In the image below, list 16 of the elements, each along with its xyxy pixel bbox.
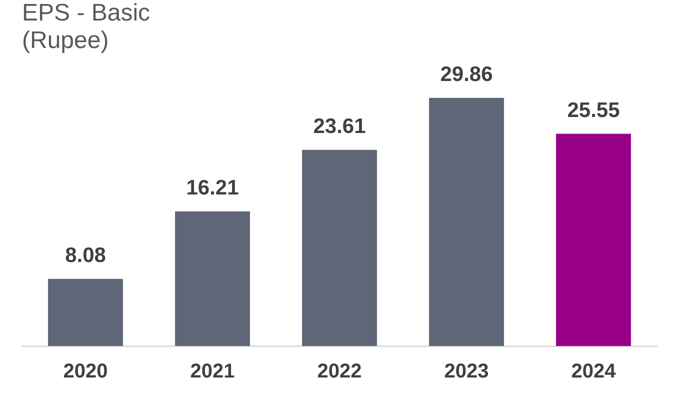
bar: [429, 98, 504, 346]
x-tick-label: 2022: [317, 360, 362, 383]
data-label: 16.21: [186, 176, 240, 200]
x-tick-label: 2020: [63, 360, 108, 383]
x-tick-label: 2021: [190, 360, 235, 383]
data-label: 23.61: [313, 115, 366, 138]
data-label: 25.55: [567, 99, 620, 122]
data-label: 8.08: [65, 244, 106, 268]
data-label: 29.86: [440, 63, 493, 86]
chart-title: EPS - Basic (Rupee): [22, 0, 150, 54]
x-tick-label: 2024: [571, 360, 617, 383]
bar: [302, 150, 377, 346]
bar: [556, 134, 631, 346]
bar: [175, 211, 250, 346]
x-tick-label: 2023: [444, 360, 489, 383]
bar: [48, 278, 123, 346]
